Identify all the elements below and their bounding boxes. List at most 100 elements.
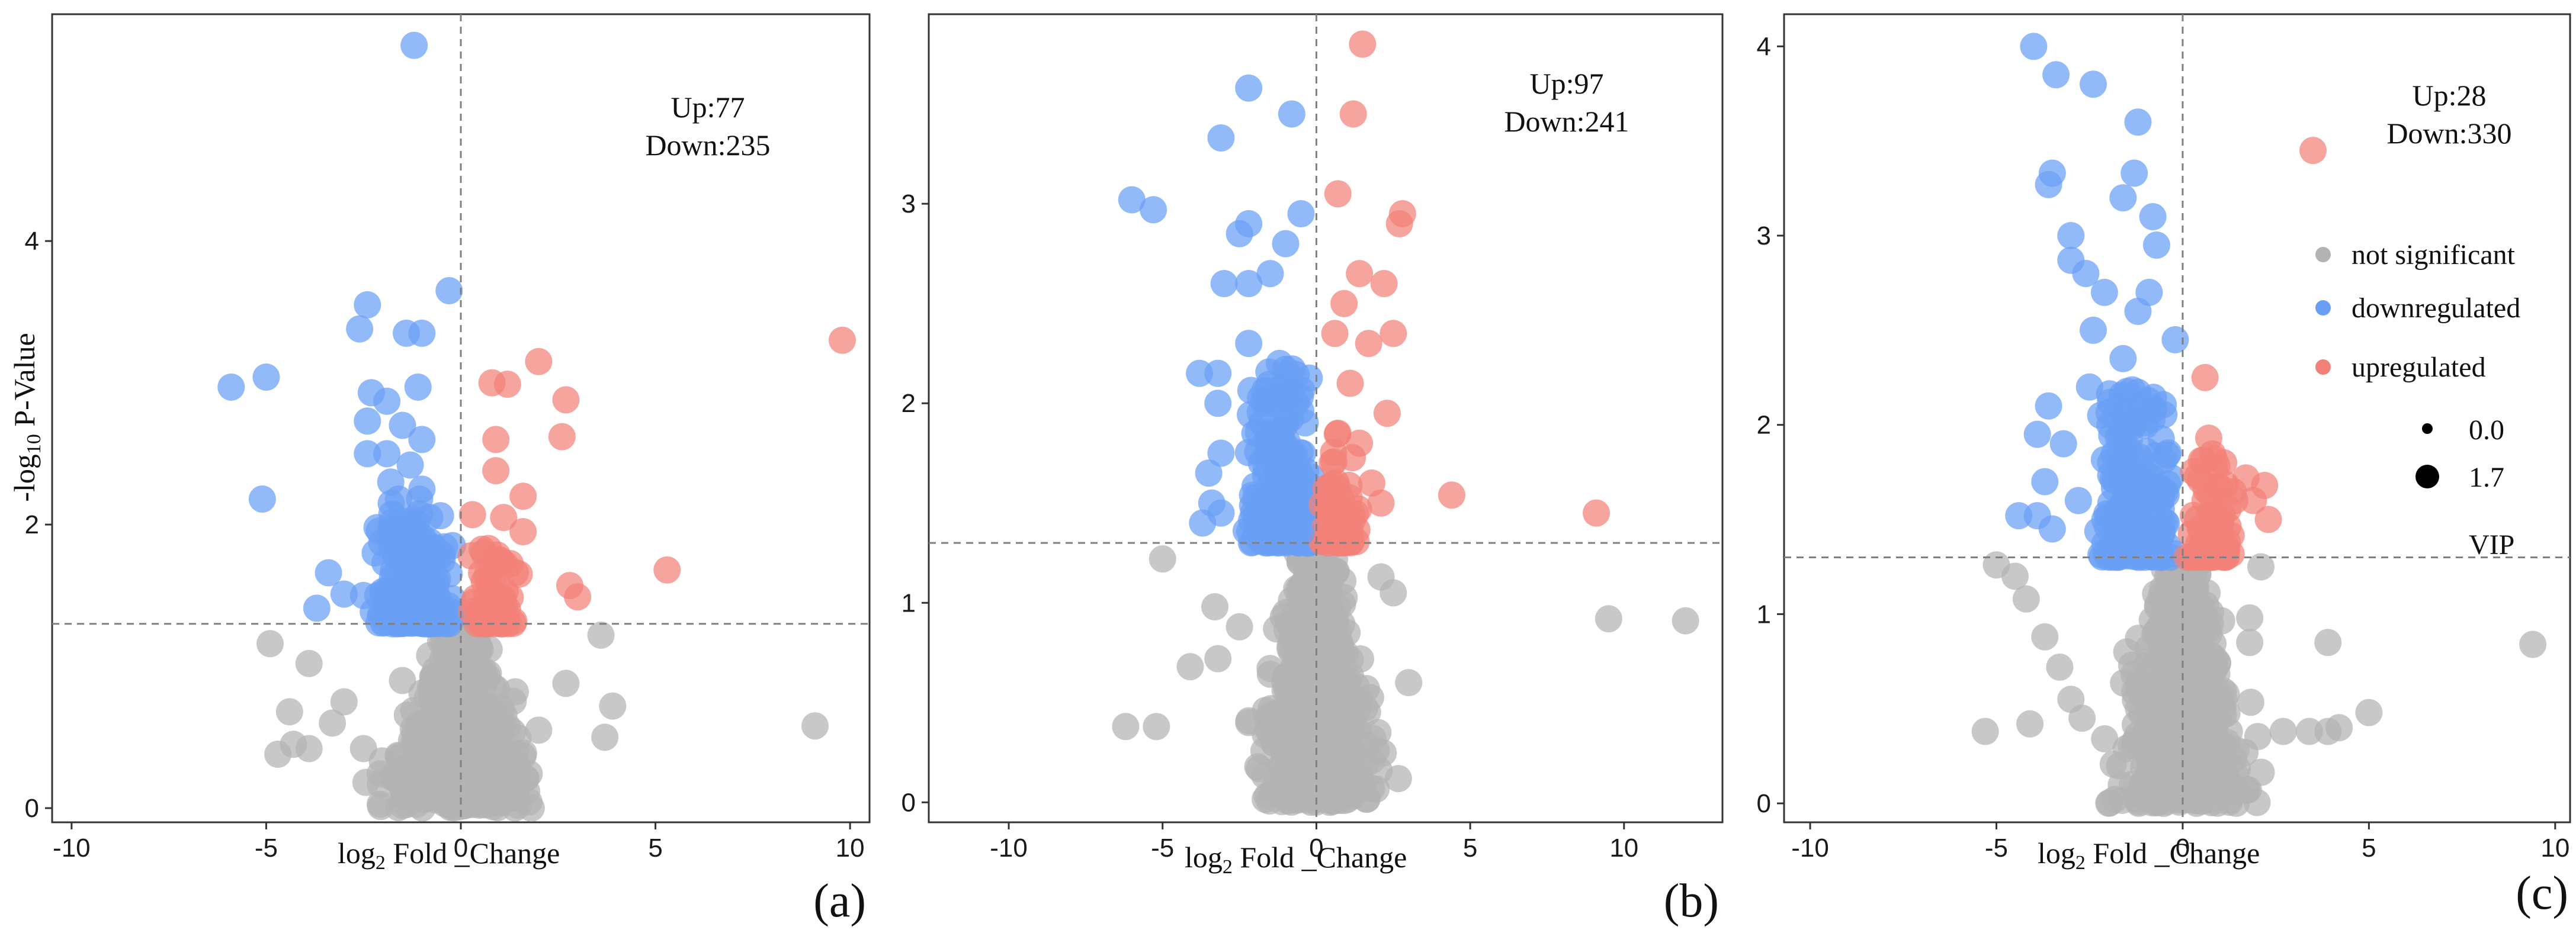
point-upregulated	[525, 348, 553, 375]
point-downregulated	[408, 426, 436, 453]
point-upregulated	[1370, 270, 1398, 297]
point-not-significant-cloud	[2121, 711, 2149, 739]
point-not-significant	[2168, 771, 2196, 799]
point-not-significant-cloud	[442, 659, 470, 687]
point-upregulated	[1324, 180, 1352, 208]
point-downregulated	[408, 319, 436, 347]
point-downregulated-cloud	[2133, 437, 2161, 465]
point-downregulated	[2020, 33, 2048, 60]
point-not-significant	[275, 698, 303, 726]
legend-label-upregulated: upregulated	[2352, 352, 2486, 383]
point-not-significant	[2068, 704, 2096, 732]
point-not-significant	[1672, 607, 1699, 635]
point-downregulated	[2057, 222, 2085, 250]
point-downregulated	[396, 451, 424, 479]
down-count-c: Down:330	[2386, 117, 2511, 150]
down-count-b: Down:241	[1504, 105, 1629, 138]
point-downregulated	[217, 373, 245, 401]
point-downregulated	[1241, 419, 1269, 447]
point-upregulated	[1385, 210, 1413, 237]
point-downregulated	[1266, 349, 1294, 377]
point-not-significant-cloud	[1256, 655, 1284, 683]
x-tick-label: -10	[53, 834, 91, 863]
point-not-significant-cloud	[1384, 765, 1412, 793]
point-upregulated	[2210, 449, 2238, 477]
point-downregulated	[1204, 359, 1232, 387]
point-not-significant	[416, 709, 444, 737]
point-upregulated-cloud	[1312, 474, 1340, 502]
point-not-significant-cloud	[1321, 607, 1349, 635]
point-upregulated	[1339, 100, 1367, 128]
point-not-significant	[330, 688, 358, 716]
point-upregulated	[1330, 499, 1358, 527]
y-tick-label: 0	[25, 794, 39, 823]
point-downregulated	[435, 276, 463, 304]
axis-ticks-b: -10 -5 0 5 10 0 1 2 3	[902, 189, 1639, 863]
point-upregulated	[1324, 419, 1352, 447]
point-downregulated	[354, 291, 381, 318]
point-downregulated	[404, 373, 432, 401]
point-not-significant-cloud	[2243, 789, 2271, 816]
point-not-significant	[525, 716, 553, 744]
point-not-significant-cloud	[2201, 730, 2229, 758]
point-not-significant-cloud	[2144, 784, 2171, 812]
x-axis-title-c-log: log	[2038, 837, 2075, 870]
point-not-significant	[2314, 629, 2342, 657]
point-not-significant-cloud	[397, 726, 425, 754]
point-downregulated	[2109, 449, 2137, 477]
point-not-significant	[2180, 667, 2208, 694]
point-downregulated	[1226, 220, 1253, 247]
x-axis-title-c-main: Fold _Change	[2086, 837, 2260, 870]
point-downregulated	[315, 559, 342, 587]
point-not-significant-cloud	[367, 771, 394, 799]
x-axis-title-b-log: log	[1185, 841, 1223, 874]
point-downregulated	[2035, 392, 2062, 420]
point-downregulated	[1253, 390, 1281, 417]
x-axis-title-b-base: 2	[1223, 856, 1233, 878]
point-not-significant	[2325, 714, 2353, 742]
x-tick-label: -10	[990, 834, 1028, 863]
point-not-significant	[2016, 710, 2044, 738]
point-downregulated-cloud	[2112, 417, 2139, 445]
point-upregulated	[1380, 320, 1407, 348]
point-not-significant	[2269, 718, 2297, 745]
point-not-significant	[349, 735, 377, 763]
y-tick-label: 2	[902, 389, 916, 418]
point-upregulated	[2254, 506, 2282, 533]
point-downregulated	[303, 594, 331, 622]
point-upregulated	[1583, 499, 1611, 527]
point-not-significant	[1971, 718, 1999, 745]
legend-size-large	[2415, 465, 2439, 488]
point-not-significant	[1303, 758, 1330, 786]
point-upregulated	[829, 326, 856, 354]
point-not-significant	[1395, 669, 1423, 697]
legend-label-not-significant: not significant	[2352, 239, 2516, 271]
point-downregulated-cloud	[2154, 439, 2182, 467]
point-downregulated	[330, 580, 358, 608]
point-not-significant-cloud	[2091, 725, 2119, 753]
point-not-significant-cloud	[421, 736, 449, 764]
point-not-significant-cloud	[2135, 760, 2163, 787]
x-tick-label: 10	[1609, 834, 1638, 863]
point-not-significant	[2012, 585, 2040, 613]
point-downregulated	[2072, 259, 2100, 287]
point-not-significant	[264, 741, 292, 768]
point-downregulated-cloud	[428, 546, 456, 574]
point-downregulated-cloud	[1262, 527, 1289, 555]
x-tick-label: 0	[1309, 834, 1323, 863]
point-upregulated	[2240, 487, 2267, 514]
up-count-a: Up:77	[671, 91, 745, 124]
point-downregulated	[389, 411, 416, 439]
point-upregulated	[1367, 489, 1395, 517]
legend-size-label-large: 1.7	[2469, 462, 2504, 493]
point-upregulated	[509, 518, 537, 546]
x-tick-label: 5	[1463, 834, 1477, 863]
point-downregulated-cloud	[1291, 409, 1319, 437]
point-downregulated-cloud	[2150, 401, 2178, 429]
point-not-significant	[591, 723, 619, 751]
x-tick-label: -5	[1985, 834, 2008, 863]
point-not-significant	[256, 630, 284, 658]
x-axis-title-c: log2 Fold _Change	[2038, 837, 2260, 874]
